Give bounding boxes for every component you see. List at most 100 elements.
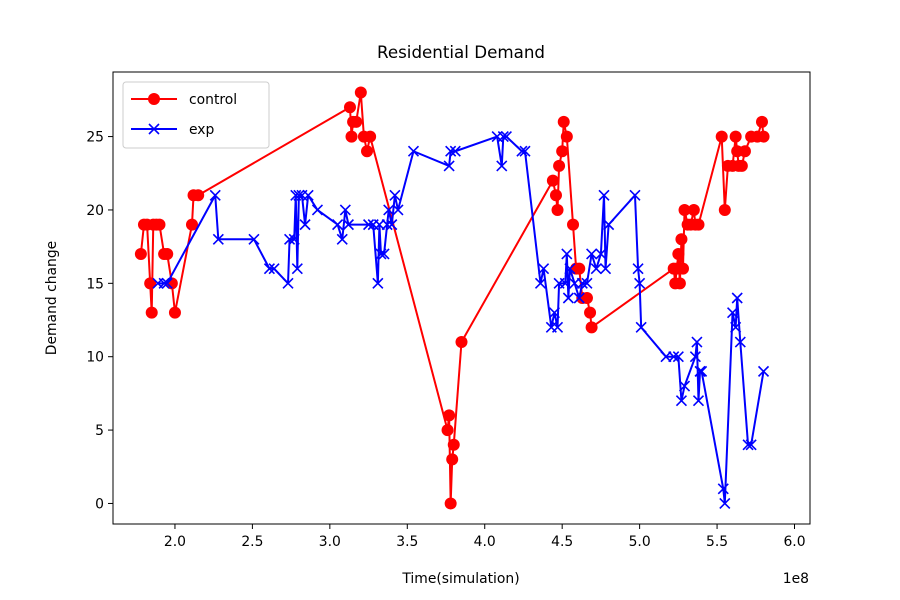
data-point [311,204,324,216]
data-point [755,115,768,128]
data-point [291,263,303,275]
data-point [585,321,598,334]
data-point [691,336,703,348]
data-point [332,219,344,231]
data-point [567,218,580,231]
series-exp [152,131,770,510]
legend-control-marker [148,93,160,105]
series-control [134,86,770,510]
data-point [263,263,276,275]
data-point [386,219,398,231]
data-point [595,248,607,260]
data-point [383,204,395,216]
data-point [576,277,588,289]
data-point [496,160,508,172]
data-point [559,277,571,289]
data-point [519,145,531,157]
legend-control-label: control [189,92,237,108]
data-point [158,277,170,289]
data-point [557,115,570,128]
x-tick-label: 3.0 [319,534,341,550]
y-tick-label: 5 [95,423,104,439]
x-tick-label: 6.0 [783,534,805,550]
data-point [134,247,147,260]
data-point [599,263,612,275]
x-tick-label: 5.5 [706,534,728,550]
data-point [549,189,562,202]
legend-exp-marker [148,123,160,135]
x-tick-label: 4.0 [474,534,496,550]
data-point [534,277,547,289]
data-point [675,395,688,407]
series-layer [134,86,770,510]
x-axis: 2.0 2.5 3.0 3.5 4.0 4.5 5.0 5.5 6.0 [164,524,806,550]
data-point [212,233,224,245]
data-point [561,248,573,260]
data-point [345,130,358,143]
data-point [339,204,351,216]
data-point [378,248,390,260]
data-point [145,306,158,319]
data-point [449,145,461,157]
y-tick-label: 15 [86,276,104,292]
data-point [354,86,367,99]
data-point [161,247,174,260]
data-point [564,263,576,275]
data-point [586,248,598,260]
data-point [363,219,375,231]
data-point [548,307,560,319]
data-point [447,438,460,451]
data-point [381,219,393,231]
y-tick-label: 25 [86,130,104,146]
x-tick-label: 4.5 [551,534,573,550]
data-point [735,159,748,172]
data-point [153,218,166,231]
x-axis-label: Time(simulation) [401,571,519,587]
data-point [192,189,205,202]
data-point [757,130,770,143]
data-point [694,365,706,377]
data-point [598,189,610,201]
y-tick-label: 0 [95,496,104,512]
data-point [726,307,739,319]
data-point [444,497,457,510]
data-point [293,189,305,201]
data-point [161,277,173,289]
legend: control exp [122,81,270,149]
data-point [248,233,260,245]
data-point [389,189,401,201]
chart-title: Residential Demand [377,42,545,62]
y-axis-label: Demand change [44,241,60,355]
data-point [516,145,528,157]
x-axis-offset-text: 1e8 [783,571,809,587]
data-point [734,336,746,348]
x-tick-label: 3.5 [396,534,418,550]
data-point [742,439,754,451]
data-point [282,277,294,289]
data-point [580,292,593,304]
data-point [719,497,731,510]
data-point [364,130,377,143]
data-point [757,365,770,377]
data-point [573,292,585,304]
data-point [209,189,221,201]
data-point [372,277,384,289]
data-point [673,277,686,290]
data-point [446,453,459,466]
data-point [350,115,363,128]
data-point [546,174,559,187]
data-point [668,351,680,363]
data-point [689,351,701,363]
data-point [581,277,593,289]
data-point [455,336,468,349]
data-point [632,263,644,275]
data-point [551,203,564,216]
data-point [268,263,280,275]
data-point [343,101,356,114]
data-point [284,233,296,245]
data-point [573,262,586,275]
data-point [738,145,751,158]
y-tick-label: 10 [86,350,104,366]
